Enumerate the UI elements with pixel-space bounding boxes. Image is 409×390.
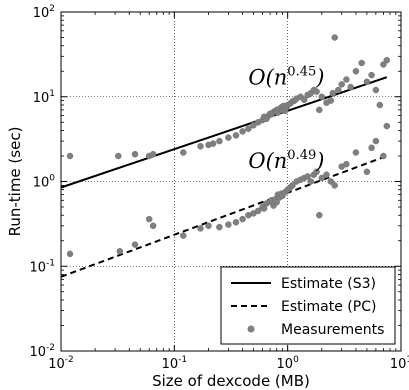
measurement-point: [197, 143, 204, 150]
x-axis-label: Size of dexcode (MB): [152, 372, 310, 390]
measurement-point: [380, 61, 387, 68]
y-axis-label: Run-time (sec): [6, 127, 24, 237]
measurement-point: [331, 34, 338, 41]
measurement-point: [254, 207, 262, 215]
x-tick-label: 10-1: [162, 355, 188, 372]
trend-lines: [60, 76, 388, 278]
measurement-point: [318, 93, 326, 101]
measurement-point: [313, 88, 320, 95]
measurement-point: [358, 59, 365, 67]
measurement-point: [245, 125, 252, 132]
measurement-point: [149, 222, 157, 230]
measurement-point: [180, 232, 187, 239]
measurement-point: [145, 215, 153, 223]
legend: Estimate (S3) Estimate (PC) Measurements: [220, 266, 396, 345]
measurement-point: [368, 144, 375, 152]
measurement-point: [335, 86, 342, 94]
measurement-point: [352, 149, 360, 156]
plot-frame: [60, 11, 402, 352]
measurement-point: [216, 223, 223, 231]
measurement-point: [383, 122, 391, 130]
x-tick-label: 100: [277, 355, 300, 372]
measurement-point: [115, 152, 122, 160]
y-tick-label: 100: [33, 174, 56, 191]
measurement-point: [372, 86, 380, 94]
measurement-point: [329, 89, 337, 97]
y-tick-label: 101: [33, 89, 55, 106]
measurement-point: [363, 168, 371, 176]
measurement-point: [318, 174, 326, 182]
complexity-annotation: O(n0.45): [248, 64, 324, 89]
y-tick-labels: 10-2 10-1 100 101 102: [29, 4, 55, 360]
measurement-point: [239, 215, 246, 223]
measurement-point: [313, 168, 320, 176]
legend-label: Measurements: [281, 322, 384, 338]
measurement-point: [131, 241, 139, 248]
y-tick-label: 10-2: [29, 343, 55, 360]
measurement-point: [327, 178, 335, 185]
measurement-point: [66, 152, 74, 160]
measurement-point: [209, 140, 217, 147]
measurement-point: [232, 219, 240, 226]
measurement-point: [225, 221, 232, 228]
measurement-point: [304, 173, 311, 180]
series-line-1: [60, 155, 388, 278]
measurement-point: [368, 71, 375, 79]
measurement-point: [343, 160, 350, 168]
measurement-point: [363, 78, 371, 86]
measurement-point: [197, 225, 204, 232]
measurement-point: [131, 150, 139, 158]
measurement-point: [205, 222, 212, 230]
measurement-point: [239, 128, 246, 135]
measurement-point: [316, 106, 323, 114]
measurement-point: [331, 182, 338, 189]
measurement-point: [250, 122, 257, 129]
measurement-point: [116, 248, 124, 255]
measurement-point: [316, 211, 323, 219]
measurement-point: [289, 182, 296, 189]
measurement-point: [232, 132, 240, 139]
measurement-point: [273, 198, 280, 206]
x-tick-label: 101: [390, 355, 409, 372]
measurement-point: [376, 101, 384, 109]
complexity-annotation: O(n0.49): [248, 148, 324, 173]
measurement-point: [347, 83, 354, 91]
legend-swatch-dot: [247, 325, 255, 333]
measurement-point: [372, 137, 380, 145]
measurement-point: [343, 76, 350, 83]
measurement-point: [66, 250, 74, 258]
legend-label: Estimate (S3): [281, 276, 376, 292]
x-tick-label: 10-2: [48, 355, 74, 372]
y-tick-label: 10-1: [29, 258, 55, 275]
annotations: O(n0.45) O(n0.49): [248, 64, 324, 172]
measurement-point: [216, 137, 223, 145]
y-tick-label: 102: [33, 4, 55, 21]
measurement-point: [383, 56, 391, 64]
measurement-point: [225, 134, 232, 141]
legend-label: Estimate (PC): [281, 299, 376, 315]
measurement-points: [66, 34, 391, 258]
series-line-0: [60, 76, 388, 189]
measurement-point: [323, 171, 330, 179]
measurement-point: [327, 97, 335, 104]
measurement-point: [380, 152, 387, 160]
measurement-point: [180, 149, 187, 156]
measurement-point: [352, 67, 360, 75]
x-tick-labels: 10-2 10-1 100 101: [48, 355, 409, 372]
measurement-point: [300, 96, 308, 104]
measurement-point: [149, 150, 157, 158]
measurement-point: [338, 81, 345, 88]
measurement-point: [307, 178, 315, 185]
